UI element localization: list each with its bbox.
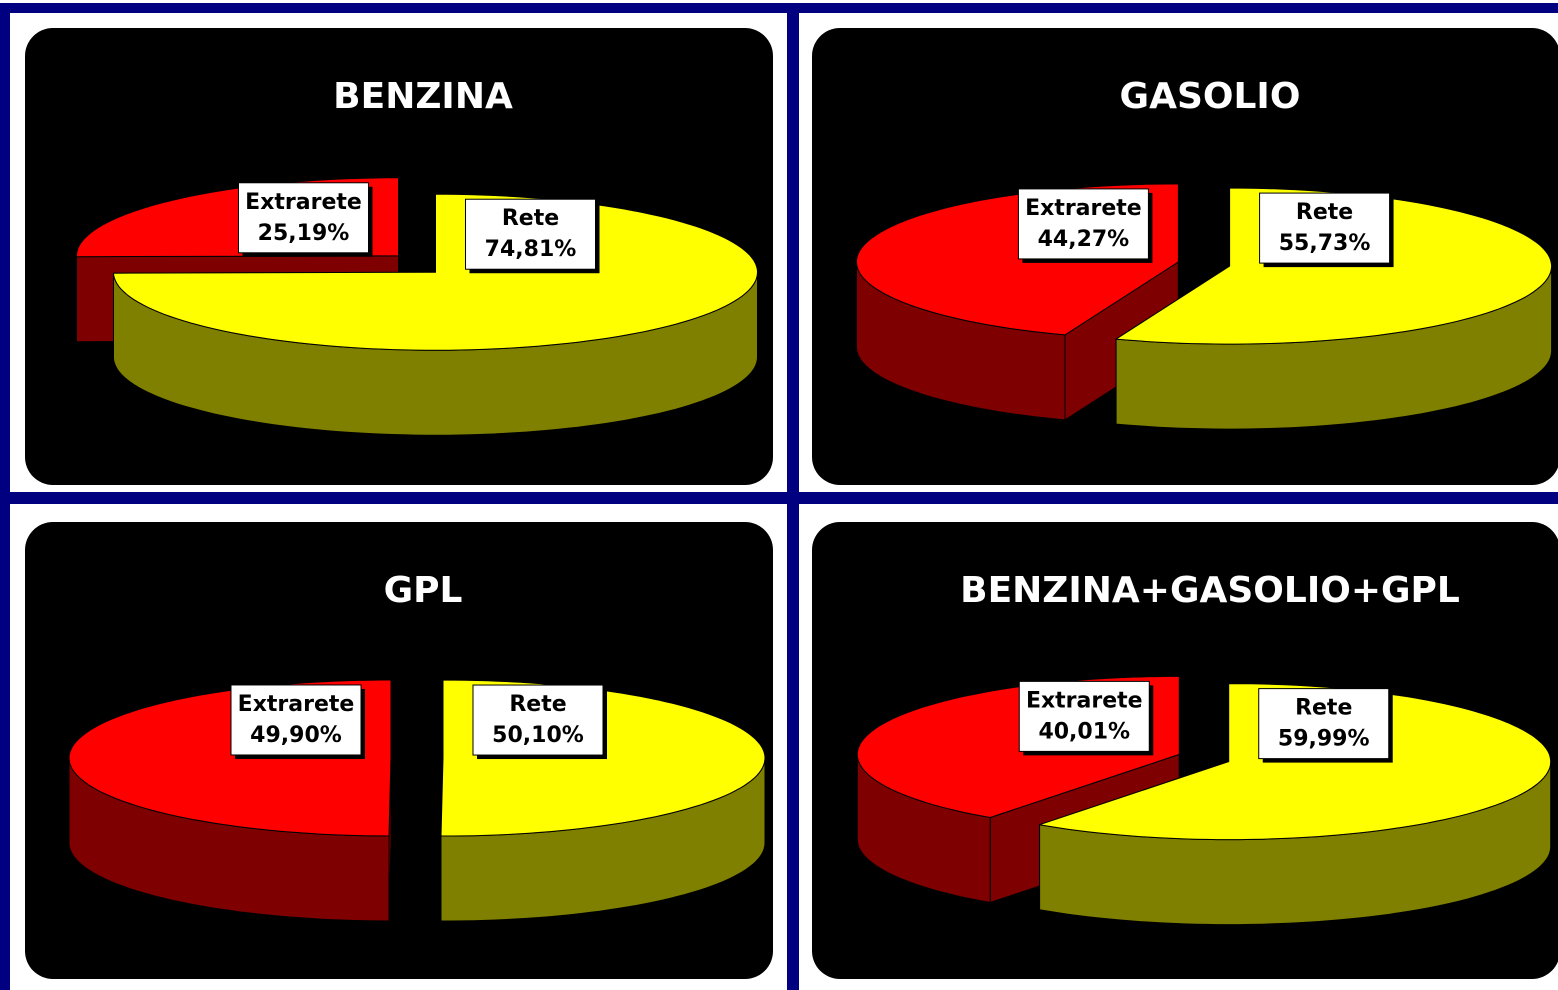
label-box	[472, 684, 604, 756]
pie-chart: GPL Extrarete 49,90% Rete 50,10%	[25, 522, 773, 979]
label-box	[230, 684, 362, 756]
label-value: 25,19%	[258, 221, 350, 246]
label-box	[1258, 688, 1390, 760]
label-value: 50,10%	[492, 723, 584, 748]
label-category: Extrarete	[1025, 196, 1142, 221]
pie-chart: BENZINA+GASOLIO+GPL Extrarete 40,01% Rete 59…	[812, 522, 1558, 979]
pie-chart: BENZINA Extrarete 25,19% Rete 74,81%	[25, 28, 773, 485]
chart-title: GASOLIO	[1120, 76, 1301, 117]
label-box	[1259, 192, 1391, 264]
label-value: 59,99%	[1278, 727, 1370, 752]
pie-chart: GASOLIO Extrarete 44,27% Rete 55,73%	[812, 28, 1558, 485]
label-value: 74,81%	[485, 237, 577, 262]
chart-title: BENZINA+GASOLIO+GPL	[960, 570, 1460, 611]
label-box	[238, 182, 370, 254]
label-box	[1018, 680, 1150, 752]
chart-title: GPL	[384, 570, 463, 611]
label-category: Rete	[1296, 200, 1353, 225]
label-value: 40,01%	[1038, 719, 1130, 744]
label-category: Rete	[509, 692, 566, 717]
label-value: 55,73%	[1279, 231, 1371, 256]
label-category: Extrarete	[245, 190, 362, 215]
chart-title: BENZINA	[333, 76, 513, 117]
label-category: Extrarete	[238, 692, 355, 717]
label-value: 49,90%	[250, 723, 342, 748]
label-category: Extrarete	[1026, 688, 1143, 713]
label-box	[1017, 188, 1149, 260]
label-category: Rete	[502, 206, 559, 231]
label-category: Rete	[1295, 696, 1352, 721]
label-value: 44,27%	[1038, 227, 1130, 252]
label-box	[464, 198, 596, 270]
h-divider	[0, 492, 1558, 504]
